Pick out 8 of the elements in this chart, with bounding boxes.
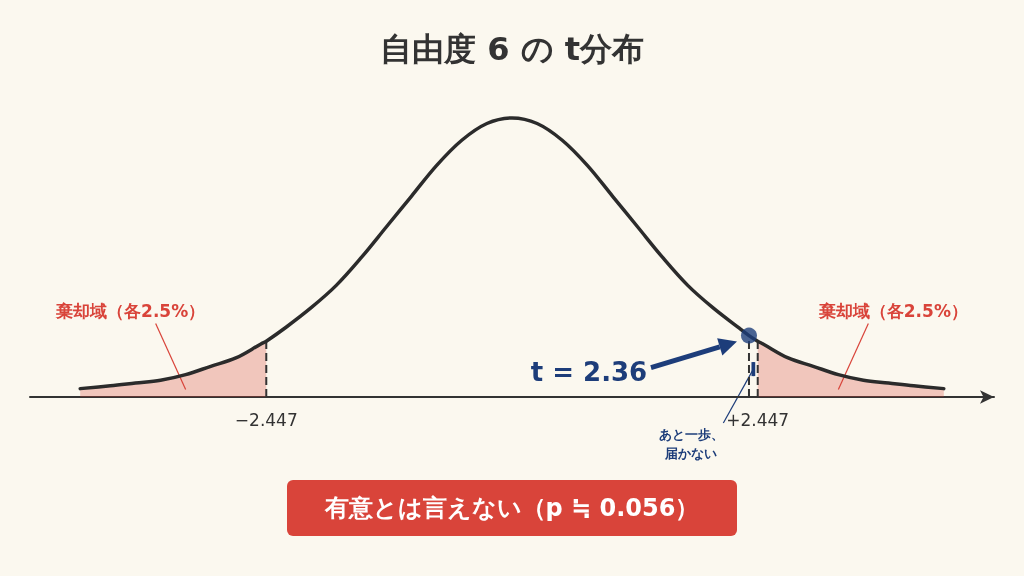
annotation: 棄却域（各2.5%） bbox=[817, 301, 968, 322]
x-tick-label: +2.447 bbox=[726, 409, 790, 430]
annotation: 棄却域（各2.5%） bbox=[55, 301, 206, 322]
x-tick-label: −2.447 bbox=[234, 409, 298, 430]
text: 有意とは言えない（p ≒ 0.056） bbox=[323, 494, 700, 522]
chart-title: 自由度 6 の t分布 bbox=[380, 30, 644, 68]
text: あと一歩、届かない bbox=[658, 427, 724, 461]
annotation: t = 2.36 bbox=[530, 356, 648, 387]
